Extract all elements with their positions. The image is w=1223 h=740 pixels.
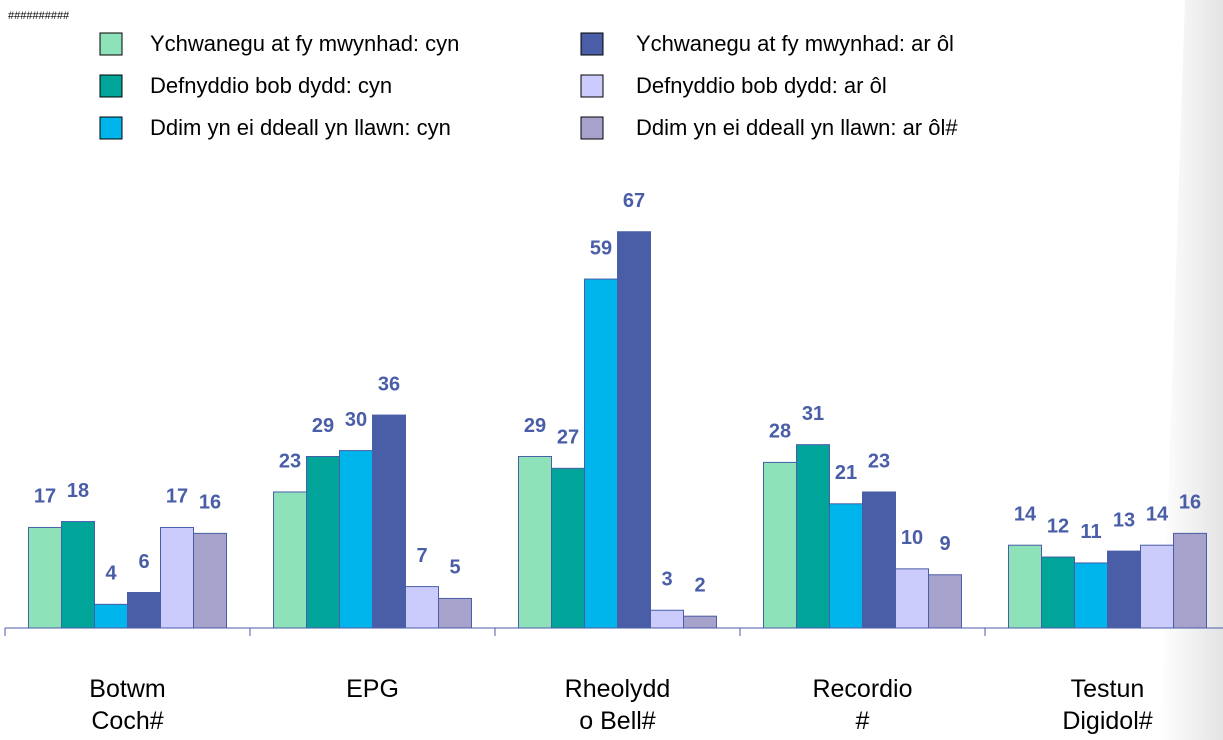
- legend-swatch: [99, 74, 123, 98]
- bar: [829, 503, 863, 629]
- bar: [928, 574, 962, 629]
- legend-label: Ychwanegu at fy mwynhad: ar ôl: [636, 31, 954, 56]
- value-label: 30: [345, 409, 367, 431]
- value-label: 4: [105, 563, 117, 585]
- legend-swatch: [99, 32, 123, 56]
- bar: [160, 526, 194, 629]
- value-label: 16: [1179, 492, 1201, 514]
- bar: [518, 455, 552, 629]
- value-label: 9: [939, 533, 950, 555]
- legend-swatch: [580, 116, 604, 140]
- bar: [617, 231, 651, 629]
- bar: [1107, 550, 1141, 629]
- legend-swatch: [580, 32, 604, 56]
- bar: [306, 455, 340, 629]
- bar: [1173, 532, 1207, 629]
- bar: [1008, 544, 1042, 629]
- value-label: 29: [524, 415, 546, 437]
- value-label: 12: [1047, 515, 1069, 537]
- corner-text: ##########: [8, 10, 70, 22]
- bar: [273, 491, 307, 629]
- value-label: 6: [138, 551, 149, 573]
- value-label: 18: [67, 480, 89, 502]
- x-tick-label: EPG: [346, 675, 399, 703]
- value-label: 23: [868, 450, 890, 472]
- legend-swatch: [99, 116, 123, 140]
- bar: [339, 450, 373, 629]
- value-label: 29: [312, 415, 334, 437]
- legend-label: Ddim yn ei ddeall yn llawn: ar ôl#: [636, 115, 958, 140]
- legend-label: Defnyddio bob dydd: cyn: [150, 73, 392, 98]
- bar: [405, 586, 439, 629]
- legend-label: Ychwanegu at fy mwynhad: cyn: [150, 31, 459, 56]
- value-label: 28: [769, 421, 791, 443]
- legend-swatch: [580, 74, 604, 98]
- bar: [895, 568, 929, 629]
- legend-label: Defnyddio bob dydd: ar ôl: [636, 73, 887, 98]
- value-label: 7: [416, 545, 427, 567]
- bar: [28, 526, 62, 629]
- bar: [650, 609, 684, 629]
- bar: [1041, 556, 1075, 629]
- value-label: 59: [590, 237, 612, 259]
- bar: [683, 615, 717, 629]
- value-label: 14: [1146, 503, 1169, 525]
- bar: [372, 414, 406, 629]
- value-label: 3: [661, 569, 672, 591]
- bar: [551, 467, 585, 629]
- value-label: 67: [623, 190, 645, 212]
- value-label: 14: [1014, 503, 1037, 525]
- bar: [763, 461, 797, 629]
- legend-label: Ddim yn ei ddeall yn llawn: cyn: [150, 115, 451, 140]
- x-tick-label: Recordio #: [812, 675, 912, 735]
- bar: [584, 278, 618, 629]
- bar: [438, 597, 472, 629]
- value-label: 2: [694, 574, 705, 596]
- bar: [193, 532, 227, 629]
- value-label: 27: [557, 427, 579, 449]
- value-label: 17: [34, 486, 56, 508]
- bar: [862, 491, 896, 629]
- value-label: 11: [1080, 521, 1101, 543]
- value-label: 16: [199, 492, 221, 514]
- x-tick-label: Rheolydd o Bell#: [565, 675, 671, 735]
- bar: [94, 603, 128, 629]
- value-label: 23: [279, 450, 301, 472]
- value-label: 31: [802, 403, 824, 425]
- value-label: 10: [901, 527, 923, 549]
- bar: [127, 592, 161, 629]
- x-tick-label: Testun Digidol#: [1062, 675, 1152, 735]
- bar: [61, 521, 95, 629]
- value-label: 13: [1113, 509, 1135, 531]
- side-shade: [1160, 0, 1223, 740]
- bar: [1074, 562, 1108, 629]
- bar: [1140, 544, 1174, 629]
- value-label: 36: [378, 373, 400, 395]
- value-label: 17: [166, 486, 188, 508]
- bar: [796, 444, 830, 629]
- value-label: 21: [835, 462, 857, 484]
- x-tick-label: Botwm Coch#: [89, 675, 165, 735]
- value-label: 5: [449, 557, 460, 579]
